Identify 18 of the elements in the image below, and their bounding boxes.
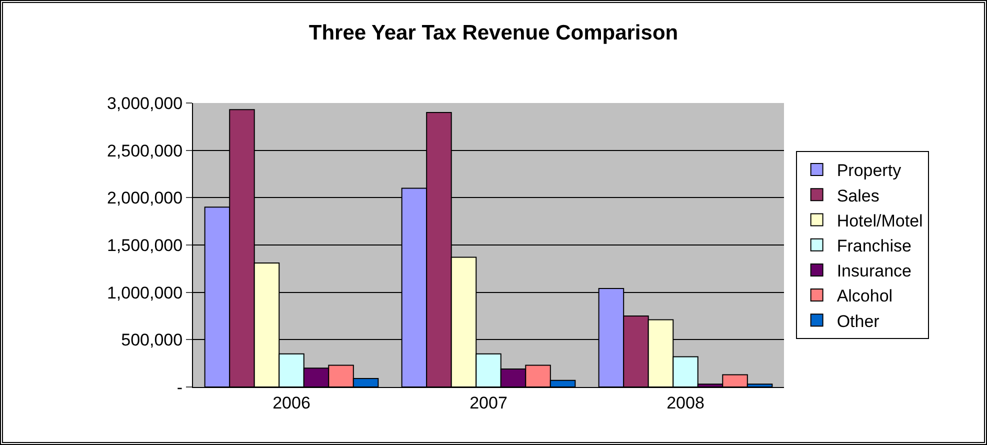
legend-label: Insurance [836, 262, 912, 281]
y-tick-label: 3,000,000 [106, 94, 183, 113]
x-tick-label: 2008 [666, 393, 704, 412]
x-tick-label: 2006 [272, 393, 310, 412]
legend-label: Alcohol [836, 286, 893, 306]
y-tick-label: 1,000,000 [106, 283, 183, 302]
legend-label: Hotel/Motel [836, 211, 923, 230]
y-tick-label: 2,500,000 [106, 141, 183, 160]
legend-label: Property [836, 161, 902, 180]
legend-label: Franchise [836, 236, 912, 256]
chart-title: Three Year Tax Revenue Comparison [308, 22, 678, 45]
x-tick-label: 2007 [470, 393, 508, 412]
y-tick-label: - [176, 378, 183, 397]
legend-label: Sales [836, 186, 880, 206]
legend-label: Other [836, 312, 880, 331]
y-tick-label: 2,000,000 [106, 188, 183, 208]
y-tick-label: 1,500,000 [106, 236, 183, 255]
y-tick-label: 500,000 [121, 330, 183, 350]
